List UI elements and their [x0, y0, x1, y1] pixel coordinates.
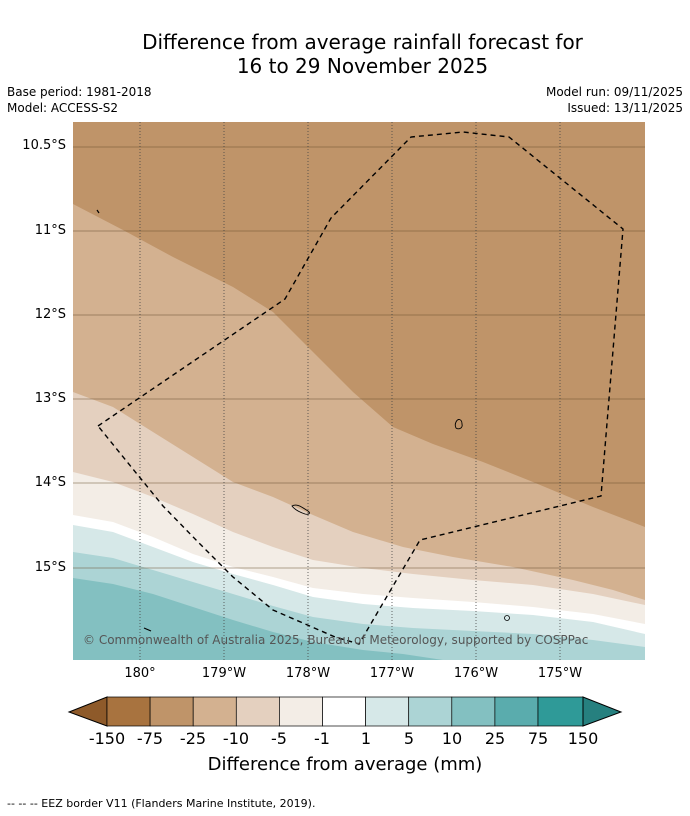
map-canvas [73, 122, 645, 660]
lon-label: 176°W [453, 666, 499, 681]
base-period: Base period: 1981-2018 [7, 85, 152, 99]
rainfall-map[interactable] [73, 122, 645, 660]
lat-label: 13°S [34, 391, 66, 406]
band-plus-10 [73, 578, 443, 660]
island-outline [96, 209, 100, 214]
lon-label: 178°W [285, 666, 331, 681]
lat-label: 12°S [34, 307, 66, 322]
lat-label: 11°S [34, 223, 66, 238]
title-line-2: 16 to 29 November 2025 [236, 54, 489, 78]
colorbar [67, 696, 623, 727]
colorbar-label: 1 [360, 729, 372, 748]
eez-border [96, 131, 624, 645]
lat-label: 15°S [34, 560, 66, 575]
copyright-notice: © Commonwealth of Australia 2025, Bureau… [83, 633, 589, 647]
colorbar-label: -150 [88, 729, 126, 748]
lat-label: 14°S [34, 475, 66, 490]
colorbar-segment [537, 696, 584, 727]
colorbar-segment [365, 696, 410, 727]
colorbar-label: 10 [441, 729, 463, 748]
colorbar-label: -5 [271, 729, 287, 748]
colorbar-label: 25 [484, 729, 506, 748]
lon-label: 175°W [537, 666, 583, 681]
colorbar-label: -75 [136, 729, 164, 748]
colorbar-segment [106, 696, 151, 727]
colorbar-segment [192, 696, 237, 727]
model-name: Model: ACCESS-S2 [7, 101, 119, 115]
lon-label: 179°W [201, 666, 247, 681]
lon-label: 177°W [369, 666, 415, 681]
colorbar-segment [408, 696, 453, 727]
colorbar-segment [322, 696, 366, 727]
colorbar-label: 5 [403, 729, 415, 748]
colorbar-label: 75 [527, 729, 549, 748]
colorbar-segment [451, 696, 496, 727]
colorbar-segment [235, 696, 280, 727]
latitude-gridlines [73, 146, 645, 569]
lon-label: 180° [124, 666, 156, 681]
island-outline [504, 615, 510, 621]
island-outline [454, 419, 463, 430]
colorbar-high-arrow [582, 696, 623, 727]
colorbar-low-arrow [67, 696, 108, 727]
meta-right: Model run: 09/11/2025 Issued: 13/11/2025 [546, 84, 683, 116]
island-outline [143, 627, 152, 632]
title-line-1: Difference from average rainfall forecas… [142, 30, 583, 54]
colorbar-segment [149, 696, 194, 727]
colorbar-segment [279, 696, 323, 727]
colorbar-label: -10 [222, 729, 250, 748]
eez-legend-note: -- -- -- EEZ border V11 (Flanders Marine… [7, 797, 316, 810]
colorbar-label: -1 [314, 729, 330, 748]
colorbar-title: Difference from average (mm) [207, 754, 483, 775]
island-outline [291, 504, 310, 515]
map-title: Difference from average rainfall forecas… [0, 30, 690, 78]
issued-date: Issued: 13/11/2025 [567, 101, 683, 115]
colorbar-segment [494, 696, 539, 727]
colorbar-label: -25 [179, 729, 207, 748]
colorbar-label: 150 [567, 729, 599, 748]
lat-label: 10.5°S [22, 138, 66, 153]
meta-left: Base period: 1981-2018 Model: ACCESS-S2 [7, 84, 152, 116]
model-run: Model run: 09/11/2025 [545, 85, 683, 99]
